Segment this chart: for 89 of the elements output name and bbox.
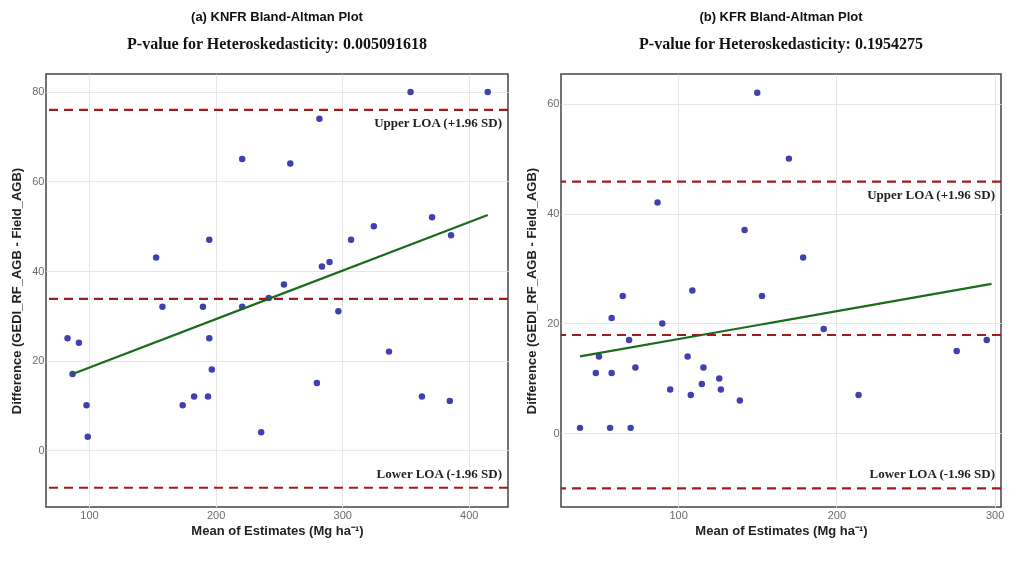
point	[335, 308, 342, 315]
x-tick-label: 400	[460, 508, 479, 521]
point	[447, 231, 455, 239]
point	[204, 393, 212, 400]
point	[446, 397, 454, 405]
point	[687, 391, 695, 399]
point	[428, 214, 436, 221]
point	[313, 379, 321, 387]
point	[280, 281, 288, 288]
point	[666, 386, 674, 393]
point	[83, 402, 90, 409]
x-axis-title: Mean of Estimates (Mg ha⁻¹)	[695, 522, 868, 538]
point	[199, 303, 207, 311]
point	[84, 433, 92, 440]
point	[592, 369, 600, 377]
chart-title: (a) KNFR Bland-Altman Plot	[191, 9, 364, 24]
point	[736, 397, 744, 404]
point	[326, 258, 333, 266]
point	[238, 155, 246, 163]
point	[632, 364, 639, 371]
point	[608, 314, 615, 322]
point	[684, 353, 691, 360]
point	[64, 334, 71, 342]
point	[754, 89, 761, 96]
point	[287, 160, 294, 167]
point	[983, 336, 990, 344]
point	[75, 339, 83, 346]
point	[385, 348, 393, 355]
point	[953, 347, 960, 355]
x-tick-label: 300	[333, 508, 352, 521]
y-tick-label: 0	[38, 443, 45, 456]
ref-line-label: Lower LOA (-1.96 SD)	[869, 466, 995, 482]
y-tick-label: 20	[547, 316, 560, 329]
y-tick-label: 20	[32, 354, 45, 367]
x-axis-title: Mean of Estimates (Mg ha⁻¹)	[191, 522, 364, 538]
y-tick-label: 60	[547, 97, 560, 110]
point	[152, 254, 160, 261]
point	[159, 303, 166, 311]
y-tick-label: 40	[32, 264, 45, 277]
point	[625, 336, 633, 344]
point	[484, 88, 491, 96]
ref-line-label: Upper LOA (+1.96 SD)	[867, 186, 995, 202]
y-axis-title: Difference (GEDI_RF_AGB - Field_AGB)	[9, 167, 25, 415]
point	[799, 254, 807, 261]
point	[698, 380, 706, 388]
point	[190, 393, 198, 400]
point	[785, 155, 793, 162]
point	[595, 353, 603, 360]
point	[855, 391, 862, 399]
point	[606, 424, 614, 432]
point	[659, 320, 666, 327]
point	[619, 292, 626, 300]
x-tick-label: 200	[206, 508, 226, 521]
point	[208, 366, 216, 373]
y-axis-title: Difference (GEDI_RF_AGB - Field_AGB)	[524, 167, 540, 415]
chart-title: (b) KFR Bland-Altman Plot	[699, 9, 864, 24]
point	[654, 199, 661, 206]
chart-subtitle: P-value for Heteroskedasticity: 0.005091618	[127, 35, 427, 53]
point	[608, 369, 615, 377]
x-tick-label: 100	[80, 508, 99, 521]
x-tick-label: 300	[985, 508, 1005, 521]
point	[206, 236, 213, 243]
x-tick-label: 100	[669, 508, 688, 521]
point	[717, 386, 725, 393]
point	[627, 424, 634, 432]
point	[716, 375, 723, 382]
point	[318, 263, 326, 270]
y-tick-label: 80	[32, 85, 45, 98]
point	[316, 115, 323, 123]
x-tick-label: 200	[827, 508, 847, 521]
point	[257, 428, 265, 436]
y-tick-label: 0	[553, 426, 560, 439]
ref-line-label: Upper LOA (+1.96 SD)	[374, 114, 502, 130]
point	[741, 226, 748, 234]
y-tick-label: 40	[547, 207, 560, 220]
point	[407, 88, 414, 96]
point	[370, 223, 378, 230]
point	[820, 325, 827, 333]
point	[418, 393, 426, 400]
point	[576, 424, 584, 432]
ref-line-label: Lower LOA (-1.96 SD)	[376, 465, 502, 481]
point	[758, 292, 766, 300]
point	[700, 364, 707, 371]
y-tick-label: 60	[32, 174, 45, 187]
point	[347, 236, 355, 243]
point	[689, 287, 696, 294]
point	[179, 402, 186, 409]
point	[206, 334, 213, 342]
chart-subtitle: P-value for Heteroskedasticity: 0.1954275	[639, 35, 923, 53]
